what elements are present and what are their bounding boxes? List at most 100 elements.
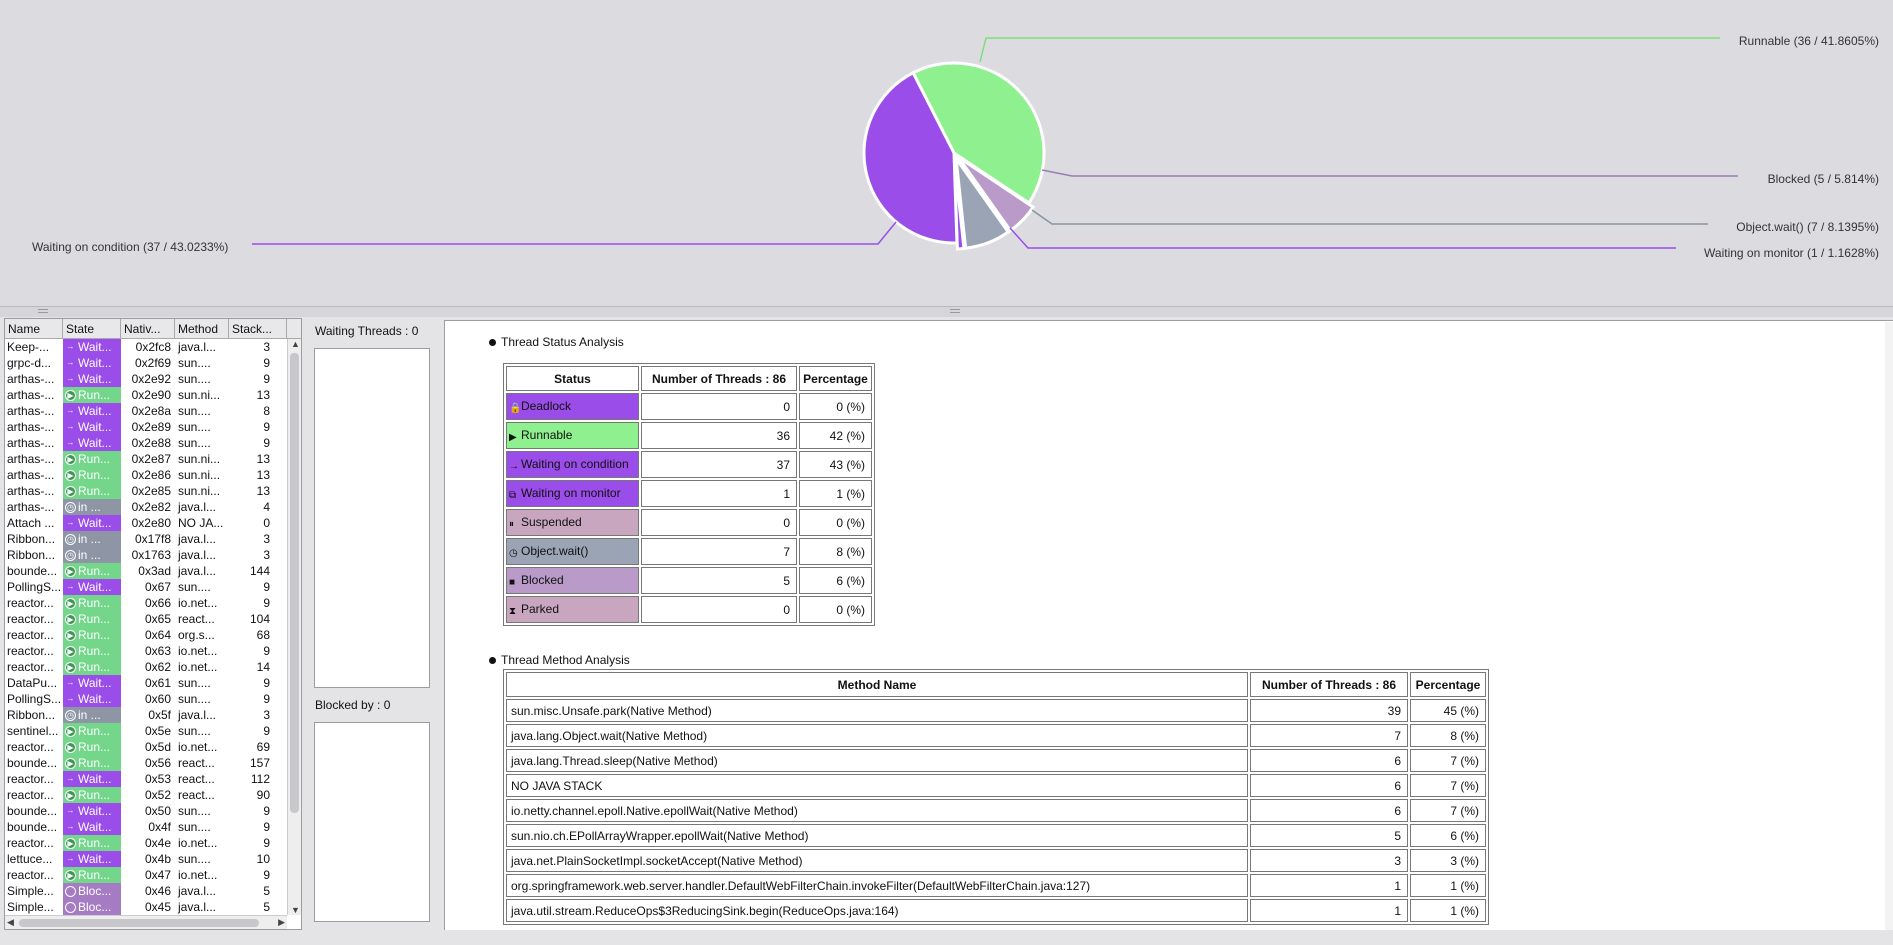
thread-native-id: 0x4e	[144, 836, 171, 850]
thread-stack-depth: 9	[263, 436, 270, 450]
waiting-threads-label: Waiting Threads : 0	[315, 324, 419, 338]
table-row[interactable]: Attach ... → Wait... 0x2e80 NO JA... 0	[5, 515, 301, 531]
table-row[interactable]: arthas-... ▶ Run... 0x2e90 sun.ni... 13	[5, 387, 301, 403]
table-row[interactable]: reactor... ▶ Run... 0x65 react... 104	[5, 611, 301, 627]
state-icon: →	[66, 437, 75, 447]
method-name: io.netty.channel.epoll.Native.epollWait(…	[506, 799, 1248, 822]
scroll-left-icon[interactable]: ◀	[7, 917, 14, 927]
table-row[interactable]: arthas-... → Wait... 0x2e92 sun.... 9	[5, 371, 301, 387]
column-header-method[interactable]: Method	[175, 319, 229, 338]
thread-stack-depth: 9	[263, 644, 270, 658]
drag-grip-icon[interactable]	[950, 309, 960, 313]
table-row[interactable]: reactor... ▶ Run... 0x62 io.net... 14	[5, 659, 301, 675]
table-row[interactable]: bounde... → Wait... 0x50 sun.... 9	[5, 803, 301, 819]
thread-native-id: 0x65	[144, 612, 171, 626]
slice-runnable	[911, 61, 1046, 206]
table-row[interactable]: lettuce... → Wait... 0x4b sun.... 10	[5, 851, 301, 867]
scroll-up-icon[interactable]: ▲	[291, 339, 300, 349]
status-pct-header: Percentage	[799, 366, 872, 391]
column-header-name[interactable]: Name	[5, 319, 63, 338]
blocked-by-list[interactable]	[314, 722, 430, 922]
thread-state-label: Wait...	[78, 372, 112, 386]
table-row[interactable]: arthas-... ▶ Run... 0x2e87 sun.ni... 13	[5, 451, 301, 467]
table-row[interactable]: bounde... ▶ Run... 0x3ad java.l... 144	[5, 563, 301, 579]
table-row[interactable]: arthas-... ▶ Run... 0x2e85 sun.ni... 13	[5, 483, 301, 499]
thread-method: io.net...	[178, 644, 218, 658]
thread-state-label: in ...	[78, 548, 101, 562]
thread-state: ▶ Run...	[63, 387, 121, 403]
scroll-down-icon[interactable]: ▼	[291, 905, 300, 915]
table-row[interactable]: grpc-d... → Wait... 0x2f69 sun.... 9	[5, 355, 301, 371]
table-row[interactable]: Simple... Bloc... 0x46 java.l... 5	[5, 883, 301, 899]
split-divider[interactable]	[0, 307, 1893, 317]
table-row[interactable]: PollingS... → Wait... 0x60 sun.... 9	[5, 691, 301, 707]
table-row[interactable]: reactor... ▶ Run... 0x52 react... 90	[5, 787, 301, 803]
table-row[interactable]: Simple... Bloc... 0x45 java.l... 5	[5, 899, 301, 915]
table-row[interactable]: sentinel... ▶ Run... 0x5e sun.... 9	[5, 723, 301, 739]
status-count-header: Number of Threads : 86	[641, 366, 797, 391]
table-row[interactable]: reactor... ▶ Run... 0x63 io.net... 9	[5, 643, 301, 659]
thread-method: io.net...	[178, 596, 218, 610]
table-row[interactable]: Ribbon... ◷ in ... 0x5f java.l... 3	[5, 707, 301, 723]
scrollbar-thumb[interactable]	[290, 353, 299, 813]
column-header-state[interactable]: State	[63, 319, 121, 338]
table-row[interactable]: arthas-... ▶ Run... 0x2e86 sun.ni... 13	[5, 467, 301, 483]
table-row[interactable]: bounde... → Wait... 0x4f sun.... 9	[5, 819, 301, 835]
table-row[interactable]: reactor... ▶ Run... 0x47 io.net... 9	[5, 867, 301, 883]
thread-stack-depth: 9	[263, 580, 270, 594]
table-row[interactable]: Ribbon... ◷ in ... 0x1763 java.l... 3	[5, 547, 301, 563]
scrollbar-thumb[interactable]	[19, 919, 259, 927]
thread-state-label: Run...	[78, 628, 111, 642]
thread-method: sun.ni...	[178, 452, 221, 466]
thread-state: ▶ Run...	[63, 755, 121, 771]
state-icon: ▶	[65, 597, 76, 609]
table-row[interactable]: Ribbon... ◷ in ... 0x17f8 java.l... 3	[5, 531, 301, 547]
waiting-threads-list[interactable]	[314, 348, 430, 688]
thread-vertical-scrollbar[interactable]: ▲ ▼	[287, 339, 301, 915]
table-row[interactable]: reactor... → Wait... 0x53 react... 112	[5, 771, 301, 787]
table-row[interactable]: Keep-... → Wait... 0x2fc8 java.l... 3	[5, 339, 301, 355]
table-row[interactable]: PollingS... → Wait... 0x67 sun.... 9	[5, 579, 301, 595]
status-row: ▶ Runnable 36 42 (%)	[506, 422, 872, 449]
status-count: 0	[641, 596, 797, 623]
thread-horizontal-scrollbar[interactable]: ◀ ▶	[5, 915, 287, 929]
thread-state-label: Wait...	[78, 804, 112, 818]
slice-blocked	[957, 155, 1036, 233]
table-row[interactable]: arthas-... ◷ in ... 0x2e82 java.l... 4	[5, 499, 301, 515]
thread-stack-depth: 9	[263, 868, 270, 882]
collapse-grip-icon[interactable]	[38, 309, 48, 313]
thread-table[interactable]: Name State Nativ... Method Stack... Keep…	[4, 318, 302, 930]
table-row[interactable]: reactor... ▶ Run... 0x5d io.net... 69	[5, 739, 301, 755]
column-header-native[interactable]: Nativ...	[121, 319, 175, 338]
table-row[interactable]: DataPu... → Wait... 0x61 sun.... 9	[5, 675, 301, 691]
scroll-right-icon[interactable]: ▶	[278, 917, 285, 927]
status-row: 🔒Deadlock 0 0 (%)	[506, 393, 872, 420]
table-row[interactable]: arthas-... → Wait... 0x2e88 sun.... 9	[5, 435, 301, 451]
table-row[interactable]: arthas-... → Wait... 0x2e8a sun.... 8	[5, 403, 301, 419]
status-count: 0	[641, 393, 797, 420]
table-row[interactable]: bounde... ▶ Run... 0x56 react... 157	[5, 755, 301, 771]
table-row[interactable]: reactor... ▶ Run... 0x66 io.net... 9	[5, 595, 301, 611]
state-icon: ▶	[65, 757, 76, 769]
thread-method: java.l...	[178, 708, 217, 722]
analysis-panel: Thread Status Analysis Status Number of …	[444, 320, 1893, 930]
analysis-scrollbar[interactable]	[1885, 322, 1893, 930]
thread-method: sun....	[178, 676, 211, 690]
slice-object-wait	[954, 153, 1011, 250]
table-row[interactable]: reactor... ▶ Run... 0x4e io.net... 9	[5, 835, 301, 851]
method-row: sun.misc.Unsafe.park(Native Method) 39 45 …	[506, 699, 1486, 722]
thread-method: sun.ni...	[178, 484, 221, 498]
thread-name: Simple...	[7, 884, 54, 898]
table-row[interactable]: reactor... ▶ Run... 0x64 org.s... 68	[5, 627, 301, 643]
status-count: 0	[641, 509, 797, 536]
thread-stack-depth: 10	[256, 852, 270, 866]
thread-name: arthas-...	[7, 404, 55, 418]
thread-state-label: Run...	[78, 484, 111, 498]
state-icon: →	[66, 517, 75, 527]
thread-method: io.net...	[178, 868, 218, 882]
thread-native-id: 0x2f69	[134, 356, 171, 370]
thread-name: arthas-...	[7, 484, 55, 498]
table-row[interactable]: arthas-... → Wait... 0x2e89 sun.... 9	[5, 419, 301, 435]
column-header-stack[interactable]: Stack...	[229, 319, 287, 338]
pie-label-runnable: Runnable (36 / 41.8605%)	[1738, 34, 1879, 48]
